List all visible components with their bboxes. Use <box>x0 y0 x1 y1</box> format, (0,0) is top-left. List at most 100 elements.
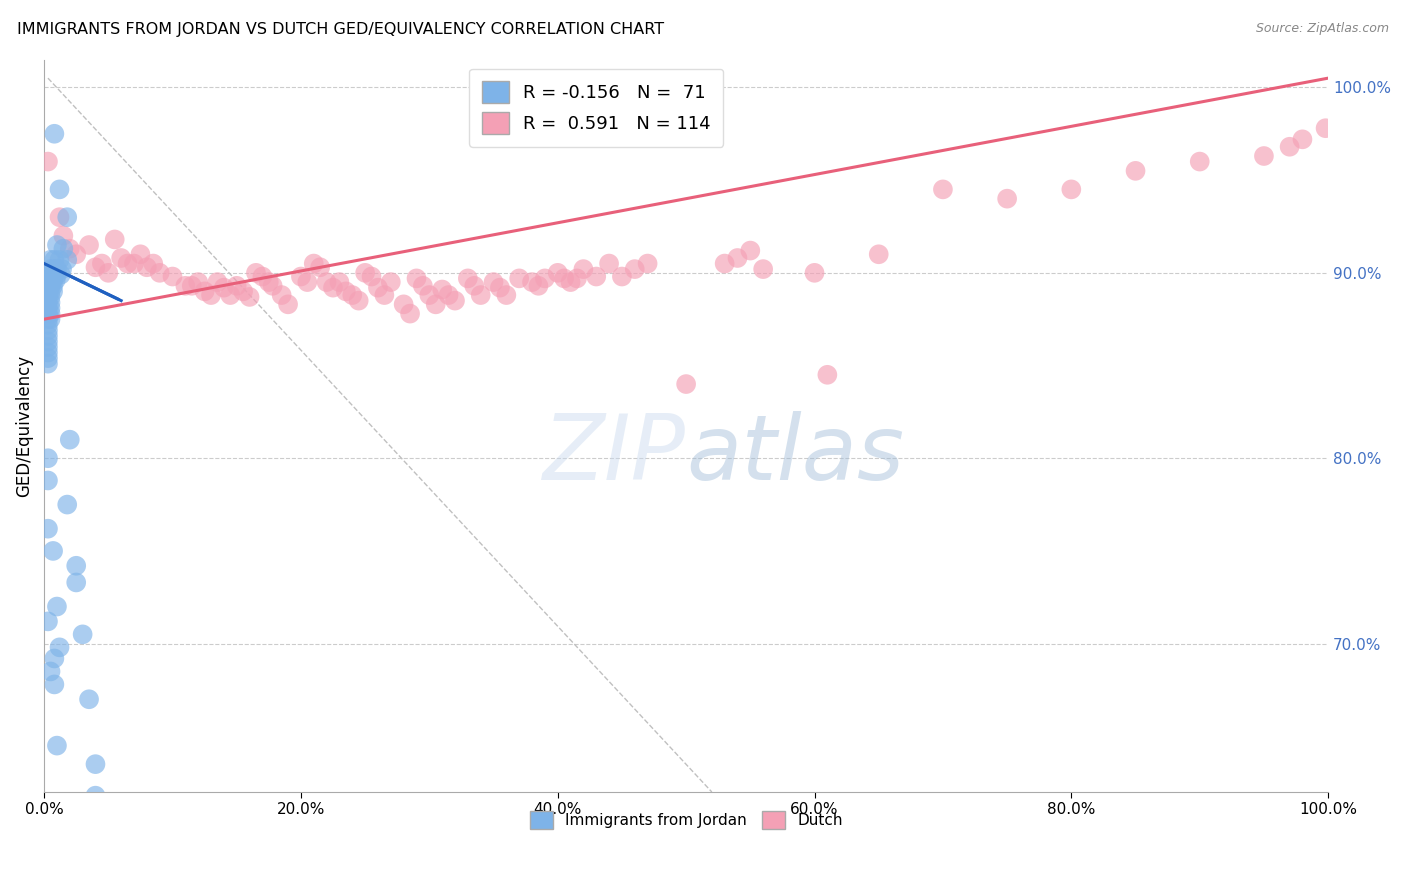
Point <box>270 288 292 302</box>
Point <box>84 757 107 772</box>
Point <box>752 262 775 277</box>
Point <box>727 251 749 265</box>
Point <box>59 433 82 447</box>
Point <box>135 260 157 275</box>
Text: ZIP: ZIP <box>543 411 686 500</box>
Point <box>142 256 165 270</box>
Point <box>463 278 485 293</box>
Point <box>37 351 59 365</box>
Point <box>815 368 838 382</box>
Point <box>418 288 440 302</box>
Point <box>489 280 512 294</box>
Point <box>547 266 569 280</box>
Point <box>508 271 530 285</box>
Point <box>39 312 62 326</box>
Point <box>56 498 79 512</box>
Point <box>610 269 633 284</box>
Point <box>37 340 59 354</box>
Point <box>553 271 575 285</box>
Point <box>46 599 69 614</box>
Point <box>59 242 82 256</box>
Point <box>39 301 62 315</box>
Point <box>637 256 659 270</box>
Point <box>48 182 70 196</box>
Point <box>37 451 59 466</box>
Point <box>315 275 337 289</box>
Point <box>48 640 70 655</box>
Point <box>360 269 382 284</box>
Point <box>110 251 132 265</box>
Point <box>56 252 79 267</box>
Point <box>46 262 69 277</box>
Point <box>44 268 66 282</box>
Point <box>97 266 120 280</box>
Point <box>1253 149 1275 163</box>
Point <box>37 345 59 359</box>
Point <box>232 285 254 299</box>
Point <box>995 192 1018 206</box>
Point <box>297 275 319 289</box>
Point <box>122 256 145 270</box>
Point <box>44 651 66 665</box>
Point <box>39 268 62 282</box>
Point <box>470 288 492 302</box>
Point <box>46 739 69 753</box>
Point <box>257 275 280 289</box>
Point <box>482 275 505 289</box>
Point <box>373 288 395 302</box>
Point <box>1278 140 1301 154</box>
Point <box>65 558 87 573</box>
Point <box>39 285 62 299</box>
Point <box>219 288 242 302</box>
Point <box>77 692 100 706</box>
Point <box>1315 121 1337 136</box>
Point <box>45 273 67 287</box>
Point <box>72 627 94 641</box>
Point <box>104 232 127 246</box>
Point <box>868 247 890 261</box>
Point <box>77 238 100 252</box>
Point <box>37 318 59 332</box>
Point <box>1125 164 1147 178</box>
Point <box>200 288 222 302</box>
Point <box>37 301 59 315</box>
Text: Source: ZipAtlas.com: Source: ZipAtlas.com <box>1256 22 1389 36</box>
Point <box>39 307 62 321</box>
Point <box>212 280 235 294</box>
Point <box>37 290 59 304</box>
Point <box>309 260 332 275</box>
Point <box>194 285 217 299</box>
Point <box>84 789 107 803</box>
Point <box>39 252 62 267</box>
Point <box>322 280 344 294</box>
Point <box>51 262 73 277</box>
Point <box>52 242 75 256</box>
Point <box>37 268 59 282</box>
Point <box>207 275 229 289</box>
Point <box>84 260 107 275</box>
Point <box>392 297 415 311</box>
Point <box>46 238 69 252</box>
Point <box>354 266 377 280</box>
Point <box>65 575 87 590</box>
Point <box>42 544 65 558</box>
Point <box>430 283 453 297</box>
Point <box>44 127 66 141</box>
Point <box>37 312 59 326</box>
Point <box>46 268 69 282</box>
Point <box>65 247 87 261</box>
Text: atlas: atlas <box>686 411 904 500</box>
Point <box>405 271 427 285</box>
Point <box>290 269 312 284</box>
Point <box>37 307 59 321</box>
Point <box>39 273 62 287</box>
Point <box>713 256 735 270</box>
Point <box>412 278 434 293</box>
Point <box>495 288 517 302</box>
Point <box>39 295 62 310</box>
Point <box>39 290 62 304</box>
Point <box>623 262 645 277</box>
Point <box>39 665 62 679</box>
Point <box>48 210 70 224</box>
Point <box>37 329 59 343</box>
